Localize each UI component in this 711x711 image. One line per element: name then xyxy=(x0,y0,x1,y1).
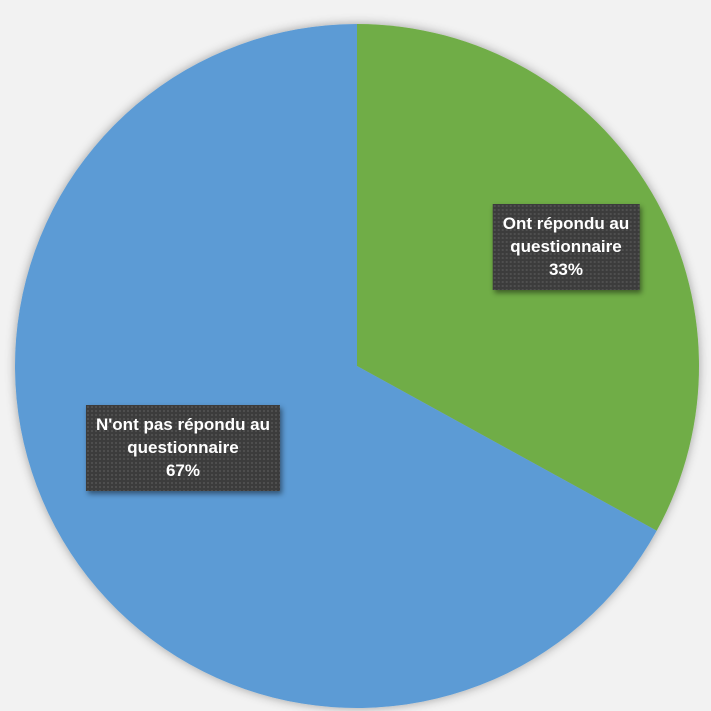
data-label-responded-percent: 33% xyxy=(548,260,584,279)
data-label-responded-line1: Ont répondu au xyxy=(502,214,630,233)
data-label-not-responded-percent: 67% xyxy=(165,461,201,480)
data-label-responded: Ont répondu au questionnaire 33% xyxy=(492,204,640,290)
data-label-not-responded-line1: N'ont pas répondu au xyxy=(95,415,271,434)
data-label-responded-line2: questionnaire xyxy=(510,237,622,256)
data-label-not-responded: N'ont pas répondu au questionnaire 67% xyxy=(85,405,281,491)
data-label-not-responded-line2: questionnaire xyxy=(127,438,239,457)
slice-not-responded xyxy=(15,24,657,708)
